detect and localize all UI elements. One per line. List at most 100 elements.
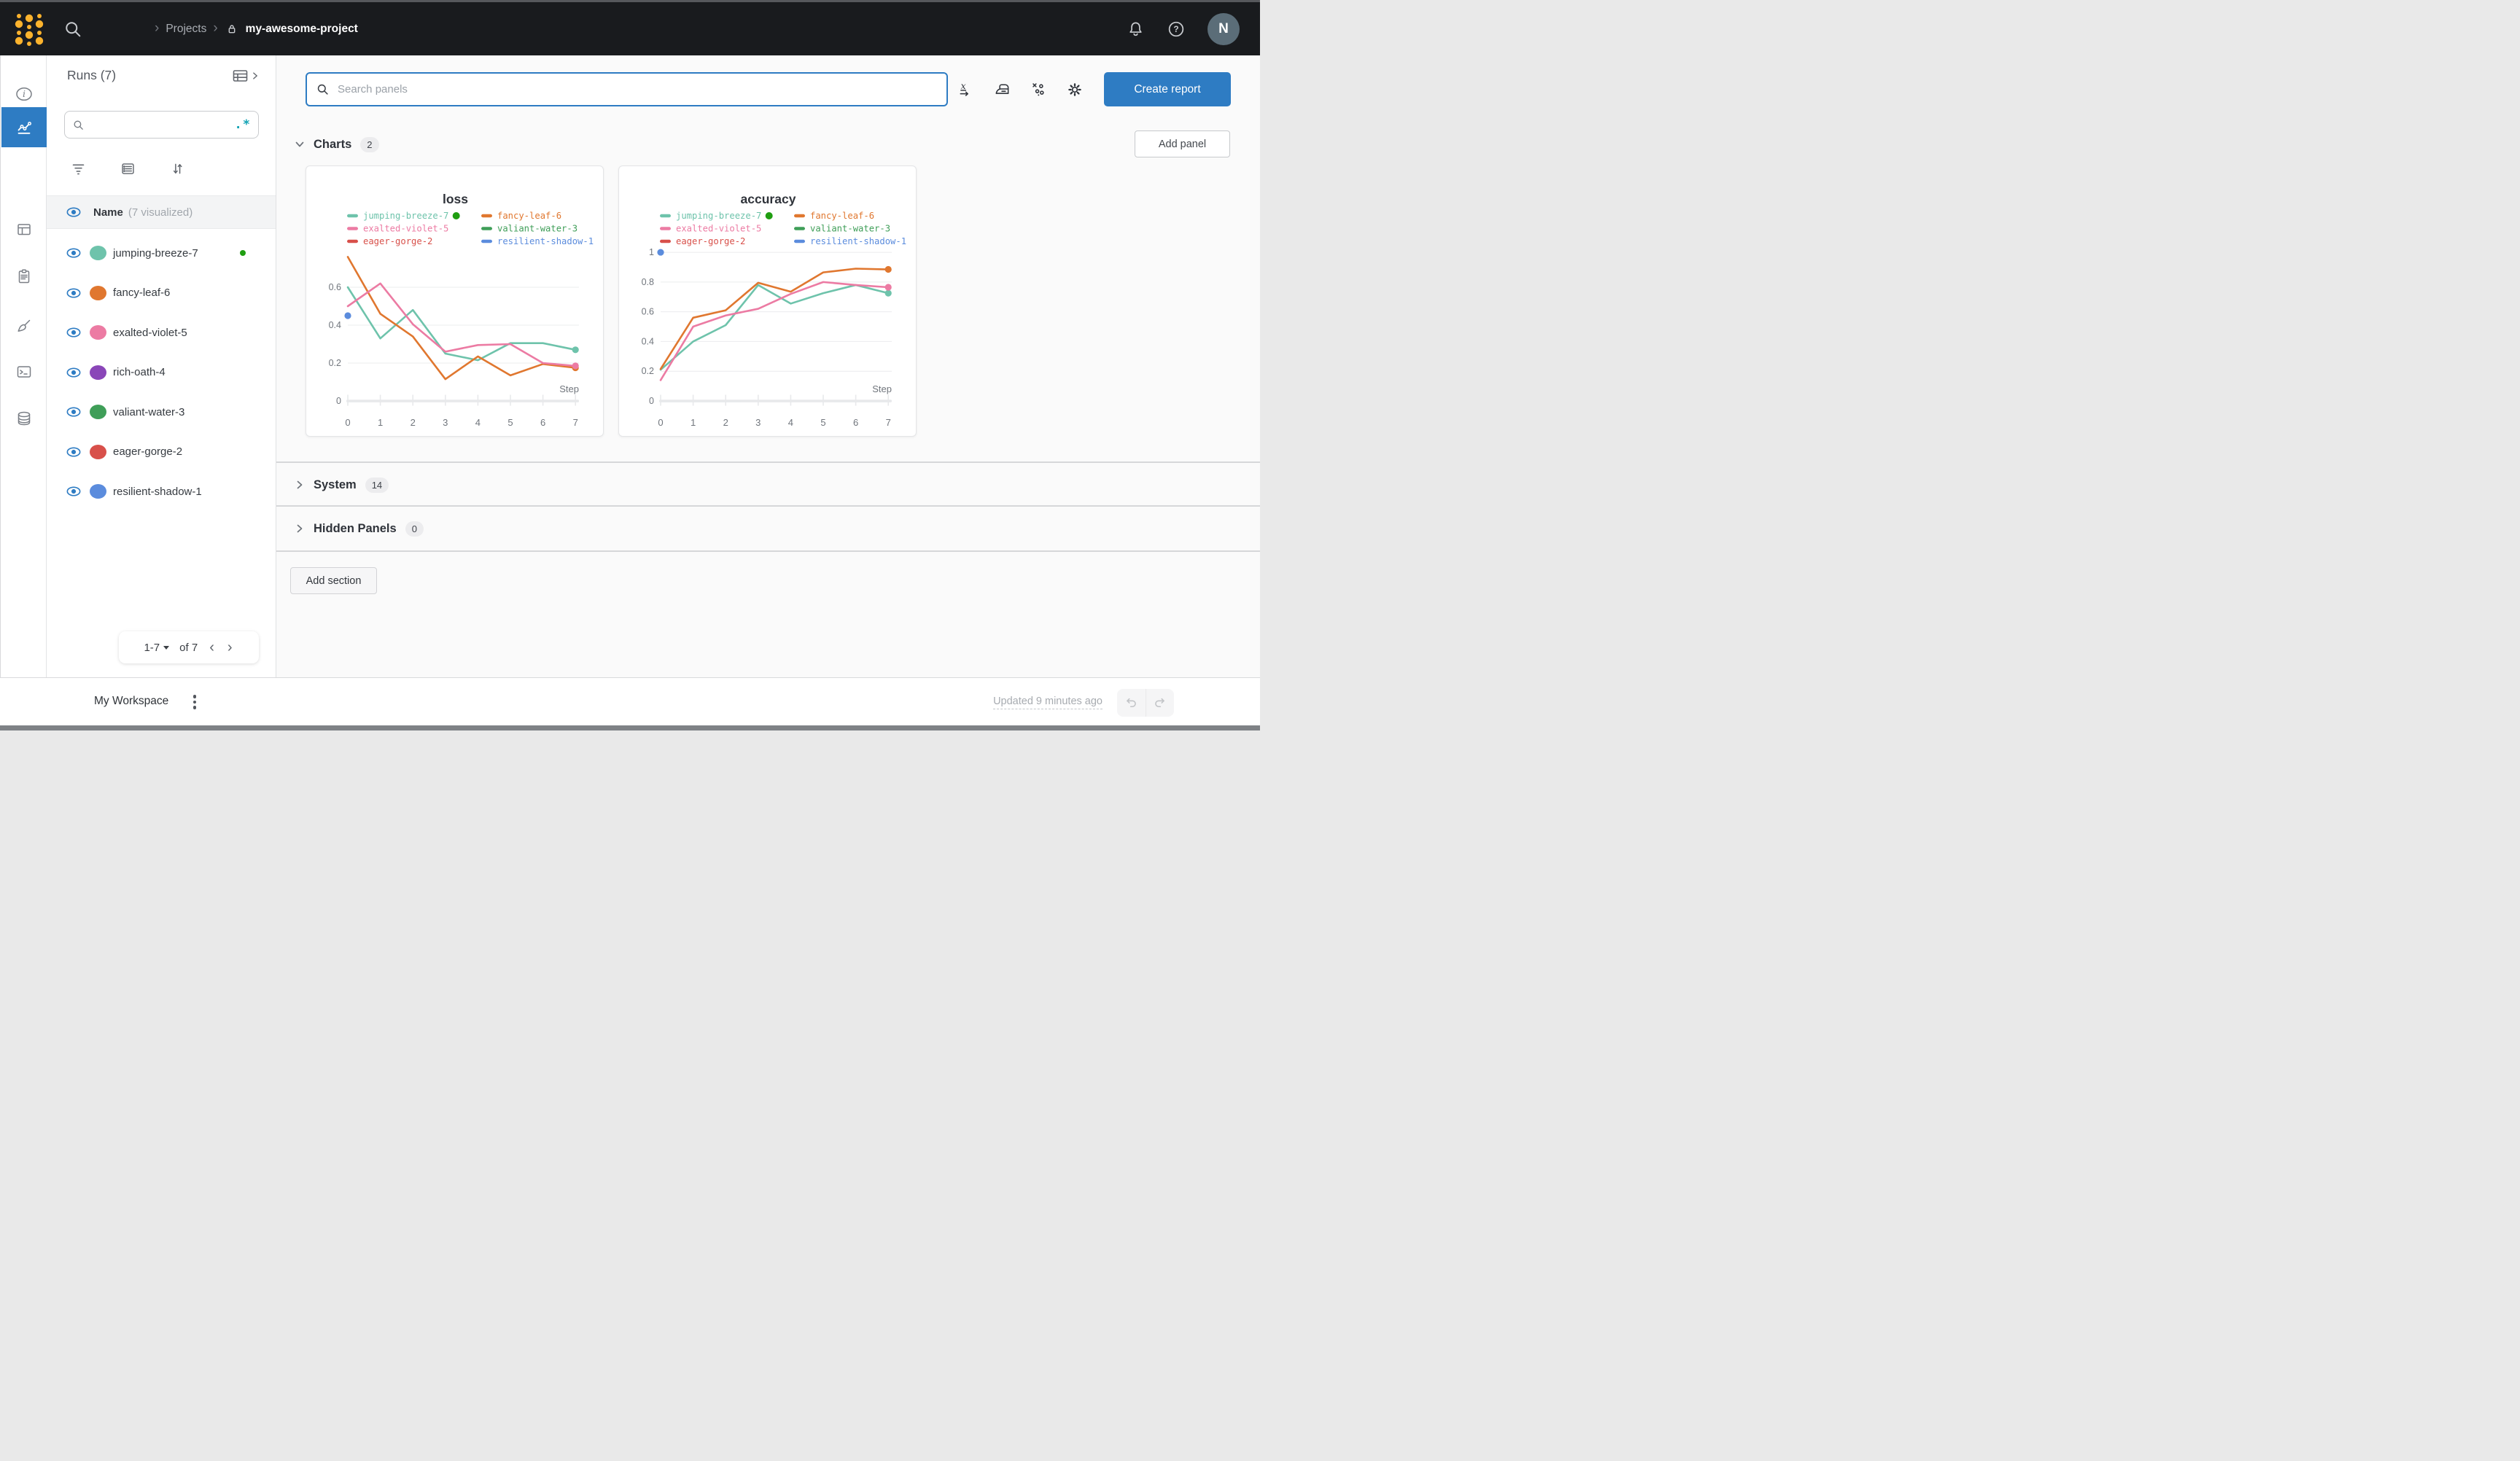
run-row[interactable]: rich-oath-4 xyxy=(47,353,276,393)
add-section-button[interactable]: Add section xyxy=(290,567,377,594)
svg-text:valiant-water-3: valiant-water-3 xyxy=(497,224,578,234)
svg-text:0.6: 0.6 xyxy=(642,307,654,317)
eye-icon[interactable] xyxy=(66,327,81,338)
run-name[interactable]: resilient-shadow-1 xyxy=(113,485,202,498)
breadcrumb-projects-link[interactable]: Projects xyxy=(166,22,207,35)
history-buttons xyxy=(1117,689,1174,717)
svg-text:jumping-breeze-7: jumping-breeze-7 xyxy=(676,211,761,221)
loss-chart-panel[interactable]: loss jumping-breeze-7 fancy-leaf-6 exalted-… xyxy=(306,165,604,437)
hidden-panels-section-header[interactable]: Hidden Panels 0 xyxy=(295,518,424,539)
outliers-settings-button[interactable] xyxy=(1026,77,1051,102)
running-indicator-dot xyxy=(240,250,246,257)
runs-table-expand-button[interactable] xyxy=(232,67,260,85)
run-name[interactable]: valiant-water-3 xyxy=(113,405,185,418)
run-name[interactable]: exalted-violet-5 xyxy=(113,326,187,339)
runs-pagination: 1-7 of 7 ‹ › xyxy=(119,631,259,663)
smoothing-settings-button[interactable] xyxy=(989,77,1014,102)
user-avatar[interactable]: N xyxy=(1208,12,1240,45)
rail-item-workspace-charts[interactable] xyxy=(1,107,47,147)
workspace-name-label[interactable]: My Workspace xyxy=(94,695,169,707)
wandb-logo-icon[interactable] xyxy=(12,9,47,50)
rail-item-panels[interactable] xyxy=(1,211,47,248)
pagination-next-button[interactable]: › xyxy=(227,639,233,655)
svg-text:0: 0 xyxy=(336,396,341,406)
chevron-right-icon[interactable] xyxy=(295,480,305,490)
runs-search-input[interactable] xyxy=(90,118,235,131)
breadcrumb: › Projects › my-awesome-project xyxy=(155,21,358,37)
filter-button[interactable] xyxy=(67,157,89,179)
run-row[interactable]: resilient-shadow-1 xyxy=(47,472,276,512)
pagination-prev-button[interactable]: ‹ xyxy=(209,639,214,655)
eye-icon[interactable] xyxy=(66,486,81,497)
hidden-panels-section-label: Hidden Panels xyxy=(314,521,397,535)
svg-text:valiant-water-3: valiant-water-3 xyxy=(810,224,890,234)
runs-sidebar: Runs (7) .* xyxy=(47,55,276,677)
run-name[interactable]: fancy-leaf-6 xyxy=(113,287,171,300)
run-color-dot xyxy=(90,246,106,261)
notifications-bell-icon[interactable] xyxy=(1127,20,1145,38)
eye-icon[interactable] xyxy=(66,206,81,218)
wandb-workspace-app: › Projects › my-awesome-project ? N xyxy=(0,0,1260,730)
run-color-dot xyxy=(90,444,106,459)
add-panel-button[interactable]: Add panel xyxy=(1135,130,1230,157)
workspace-footer-bar: My Workspace Updated 9 minutes ago xyxy=(0,677,1260,725)
svg-text:eager-gorge-2: eager-gorge-2 xyxy=(363,236,432,246)
run-row[interactable]: jumping-breeze-7 xyxy=(47,233,276,273)
search-icon xyxy=(74,120,83,130)
run-name[interactable]: eager-gorge-2 xyxy=(113,445,183,459)
svg-text:loss: loss xyxy=(443,192,468,206)
chevron-right-icon xyxy=(253,72,258,79)
workspace-settings-button[interactable] xyxy=(1062,77,1087,102)
group-button[interactable] xyxy=(117,157,139,179)
svg-text:3: 3 xyxy=(443,417,448,428)
search-icon xyxy=(317,84,328,95)
breadcrumb-chevron-icon: › xyxy=(155,20,160,36)
x-axis-icon: x xyxy=(960,81,968,96)
svg-text:0.4: 0.4 xyxy=(329,320,341,330)
rail-item-overview[interactable]: i xyxy=(1,76,47,112)
panel-search-input[interactable] xyxy=(336,82,938,96)
chevron-right-icon[interactable] xyxy=(295,523,305,534)
global-search-icon[interactable] xyxy=(63,19,83,39)
pagination-range-dropdown[interactable]: 1-7 xyxy=(144,642,170,654)
svg-text:resilient-shadow-1: resilient-shadow-1 xyxy=(810,236,906,246)
eye-icon[interactable] xyxy=(66,367,81,378)
database-icon xyxy=(18,411,31,426)
run-color-dot xyxy=(90,484,106,499)
rail-item-sweeps[interactable] xyxy=(1,308,47,344)
eye-icon[interactable] xyxy=(66,247,81,259)
accuracy-chart-panel[interactable]: accuracy jumping-breeze-7 fancy-leaf-6 exal… xyxy=(618,165,917,437)
workspace-menu-button[interactable] xyxy=(187,693,203,712)
x-axis-settings-button[interactable]: x xyxy=(953,77,978,102)
create-report-button[interactable]: Create report xyxy=(1104,72,1231,106)
eye-icon[interactable] xyxy=(66,406,81,418)
regex-toggle[interactable]: .* xyxy=(234,117,251,132)
svg-text:7: 7 xyxy=(886,417,891,428)
run-row[interactable]: fancy-leaf-6 xyxy=(47,273,276,313)
run-name[interactable]: jumping-breeze-7 xyxy=(113,246,198,260)
charts-section-header[interactable]: Charts 2 xyxy=(295,133,379,155)
breadcrumb-chevron-icon: › xyxy=(213,20,218,36)
run-row[interactable]: valiant-water-3 xyxy=(47,392,276,432)
system-section-header[interactable]: System 14 xyxy=(295,474,389,496)
svg-text:fancy-leaf-6: fancy-leaf-6 xyxy=(497,211,561,221)
eye-icon[interactable] xyxy=(66,446,81,458)
last-updated-label: Updated 9 minutes ago xyxy=(993,696,1102,709)
run-row[interactable]: eager-gorge-2 xyxy=(47,432,276,472)
run-name[interactable]: rich-oath-4 xyxy=(113,366,166,379)
svg-text:7: 7 xyxy=(573,417,578,428)
breadcrumb-project-name[interactable]: my-awesome-project xyxy=(245,22,358,35)
rail-item-logs[interactable] xyxy=(1,354,47,390)
help-icon[interactable]: ? xyxy=(1167,20,1186,39)
redo-button[interactable] xyxy=(1146,689,1175,717)
svg-text:?: ? xyxy=(1173,24,1178,34)
chevron-down-icon[interactable] xyxy=(295,139,305,149)
runs-name-header-row[interactable]: Name (7 visualized) xyxy=(47,195,276,229)
undo-button[interactable] xyxy=(1117,689,1146,717)
rail-item-artifacts[interactable] xyxy=(1,400,47,437)
rail-item-jobs[interactable] xyxy=(1,258,47,295)
run-row[interactable]: exalted-violet-5 xyxy=(47,313,276,353)
private-lock-icon xyxy=(228,24,236,33)
sort-button[interactable] xyxy=(166,157,188,179)
eye-icon[interactable] xyxy=(66,287,81,299)
